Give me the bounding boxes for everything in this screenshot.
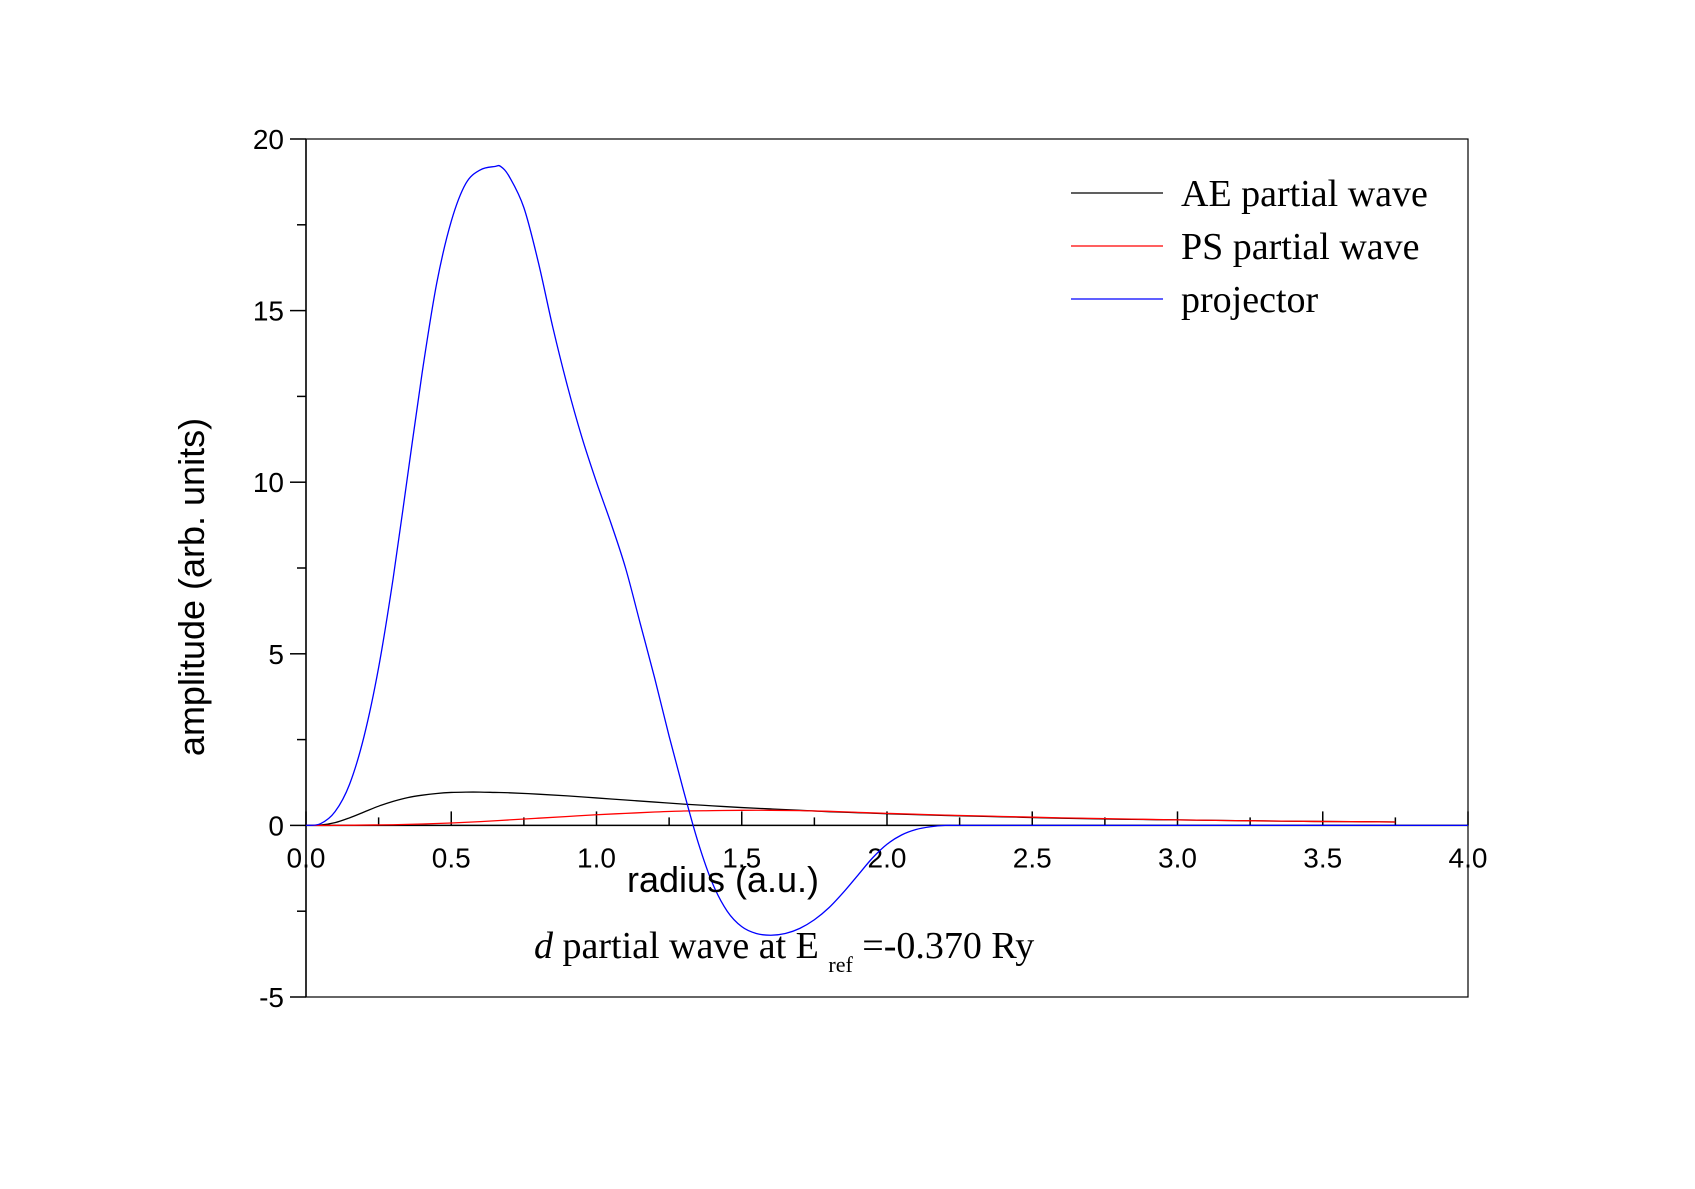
- legend-label: PS partial wave: [1181, 226, 1420, 268]
- legend-label: projector: [1181, 279, 1319, 321]
- y-tick-label: 15: [253, 296, 284, 327]
- series-line-1: [305, 809, 1396, 827]
- x-tick-label: 3.0: [1158, 842, 1197, 873]
- legend: AE partial wave PS partial wave projector: [1071, 173, 1428, 321]
- x-tick-label: 4.0: [1449, 842, 1488, 873]
- plot-annotation: d partial wave at E ref =-0.370 Ry: [534, 925, 1034, 981]
- legend-label: AE partial wave: [1181, 173, 1428, 215]
- annotation-tail: =-0.370 Ry: [862, 925, 1034, 967]
- y-tick-label: 5: [268, 639, 284, 670]
- y-tick-label: 0: [268, 810, 284, 841]
- annotation-subscript: ref: [828, 952, 853, 977]
- y-tick-label: 10: [253, 467, 284, 498]
- x-tick-label: 1.0: [577, 842, 616, 873]
- annotation-text: partial wave at E: [563, 925, 819, 967]
- series-line-2: [305, 164, 1468, 936]
- x-tick-label: 2.5: [1013, 842, 1052, 873]
- x-axis: 0.0 0.5 1.0 1.5 2.0 2.5 3.0 3.5 4.0: [287, 811, 1488, 873]
- y-axis: -5 0 5 10 15 20: [253, 124, 307, 1013]
- x-tick-label: 3.5: [1303, 842, 1342, 873]
- x-tick-label: 1.5: [722, 842, 761, 873]
- x-tick-label: 0.0: [287, 842, 326, 873]
- y-axis-title: amplitude (arb. units): [171, 418, 212, 756]
- series-layer: [305, 164, 1468, 936]
- x-tick-label: 0.5: [432, 842, 471, 873]
- y-tick-label: -5: [259, 982, 284, 1013]
- annotation-orbital: d: [534, 925, 554, 967]
- x-axis-title: radius (a.u.): [627, 859, 819, 900]
- y-tick-label: 20: [253, 124, 284, 155]
- x-tick-label: 2.0: [868, 842, 907, 873]
